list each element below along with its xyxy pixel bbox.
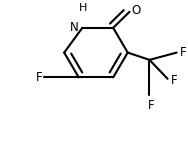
Text: F: F	[148, 99, 155, 112]
Text: O: O	[131, 4, 141, 17]
Text: F: F	[36, 71, 42, 84]
Text: F: F	[180, 46, 187, 59]
Text: H: H	[79, 3, 87, 13]
Text: N: N	[70, 21, 79, 34]
Text: F: F	[171, 74, 178, 87]
